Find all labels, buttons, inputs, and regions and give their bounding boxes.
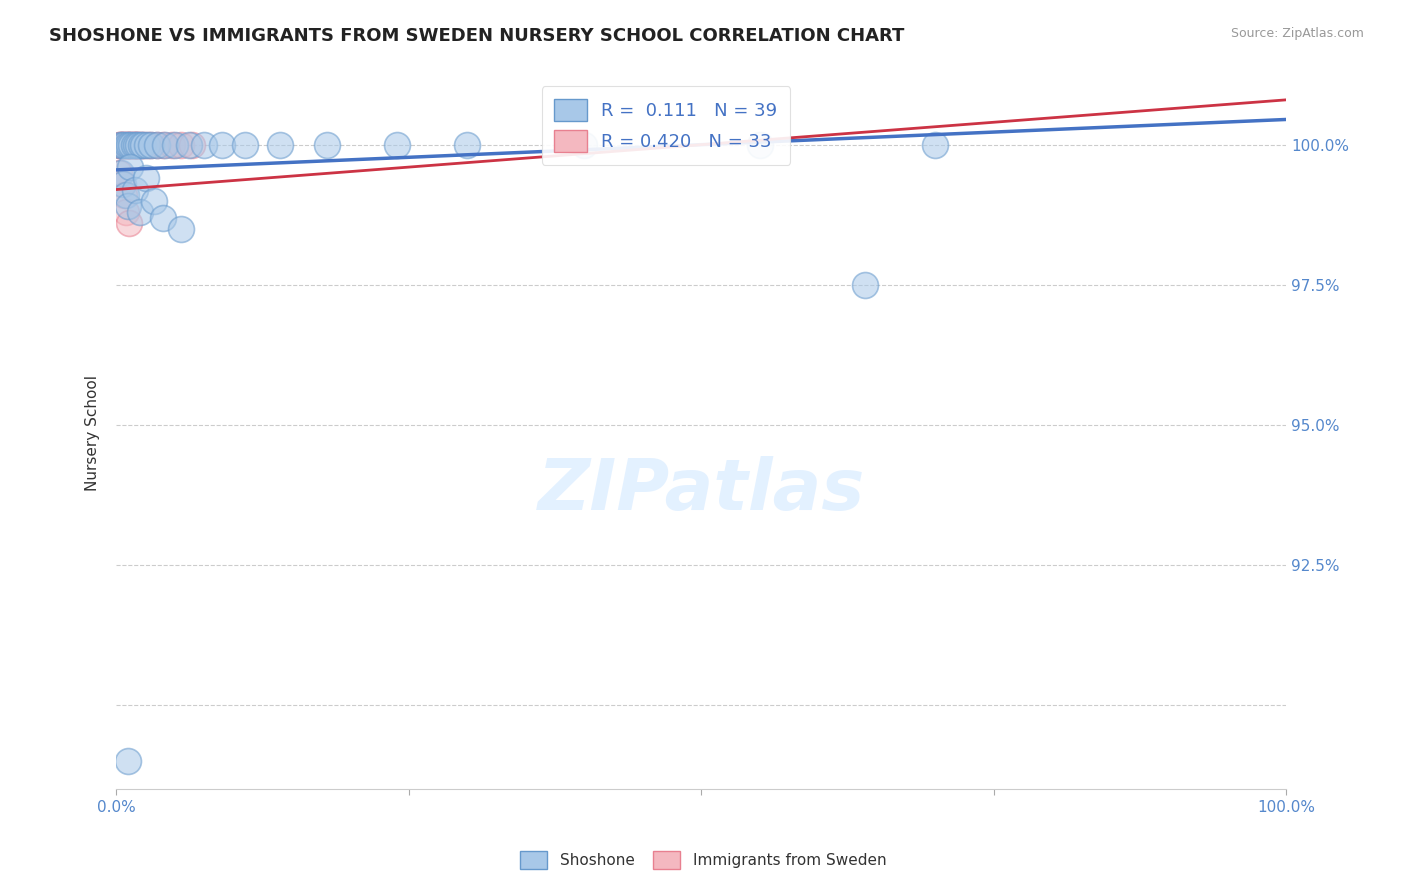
Text: ZIPatlas: ZIPatlas: [537, 456, 865, 524]
Point: [924, 137, 946, 152]
Point: [131, 137, 153, 152]
Point: [181, 137, 204, 152]
Point: [124, 137, 146, 152]
Point: [114, 137, 136, 152]
Point: [114, 137, 136, 152]
Text: Source: ZipAtlas.com: Source: ZipAtlas.com: [1230, 27, 1364, 40]
Point: [152, 211, 174, 225]
Point: [134, 171, 156, 186]
Point: [110, 137, 132, 152]
Point: [115, 137, 138, 152]
Point: [125, 137, 148, 152]
Point: [146, 137, 169, 152]
Point: [233, 137, 256, 152]
Point: [112, 188, 135, 202]
Point: [135, 137, 157, 152]
Point: [108, 137, 131, 152]
Point: [136, 137, 159, 152]
Point: [163, 137, 186, 152]
Point: [269, 137, 291, 152]
Text: SHOSHONE VS IMMIGRANTS FROM SWEDEN NURSERY SCHOOL CORRELATION CHART: SHOSHONE VS IMMIGRANTS FROM SWEDEN NURSE…: [49, 27, 904, 45]
Point: [108, 166, 131, 180]
Point: [110, 177, 132, 191]
Point: [128, 137, 150, 152]
Point: [120, 137, 142, 152]
Point: [152, 137, 174, 152]
Point: [122, 137, 145, 152]
Point: [112, 137, 135, 152]
Point: [121, 137, 143, 152]
Point: [132, 137, 155, 152]
Point: [134, 137, 156, 152]
Point: [118, 137, 141, 152]
Point: [315, 137, 337, 152]
Y-axis label: Nursery School: Nursery School: [86, 376, 100, 491]
Point: [385, 137, 408, 152]
Point: [193, 137, 215, 152]
Point: [122, 137, 145, 152]
Legend: R =  0.111   N = 39, R = 0.420   N = 33: R = 0.111 N = 39, R = 0.420 N = 33: [541, 87, 790, 165]
Point: [146, 137, 169, 152]
Point: [115, 205, 138, 219]
Point: [108, 137, 131, 152]
Point: [117, 754, 139, 768]
Point: [118, 137, 141, 152]
Point: [141, 137, 163, 152]
Point: [124, 182, 146, 196]
Point: [128, 137, 150, 152]
Point: [748, 137, 770, 152]
Point: [155, 137, 177, 152]
Point: [127, 137, 149, 152]
Point: [121, 137, 143, 152]
Point: [114, 137, 136, 152]
Point: [117, 216, 139, 230]
Point: [110, 166, 132, 180]
Point: [117, 137, 139, 152]
Point: [121, 137, 143, 152]
Point: [169, 221, 191, 235]
Point: [120, 160, 142, 174]
Point: [128, 137, 150, 152]
Point: [141, 137, 163, 152]
Point: [211, 137, 233, 152]
Point: [111, 137, 134, 152]
Point: [129, 137, 152, 152]
Point: [572, 137, 595, 152]
Point: [114, 188, 136, 202]
Point: [112, 177, 135, 191]
Legend: Shoshone, Immigrants from Sweden: Shoshone, Immigrants from Sweden: [513, 845, 893, 875]
Point: [853, 277, 876, 292]
Point: [177, 137, 200, 152]
Point: [117, 199, 139, 213]
Point: [115, 137, 138, 152]
Point: [456, 137, 478, 152]
Point: [169, 137, 191, 152]
Point: [107, 137, 129, 152]
Point: [128, 205, 150, 219]
Point: [125, 137, 148, 152]
Point: [162, 137, 184, 152]
Point: [142, 194, 165, 208]
Point: [111, 137, 134, 152]
